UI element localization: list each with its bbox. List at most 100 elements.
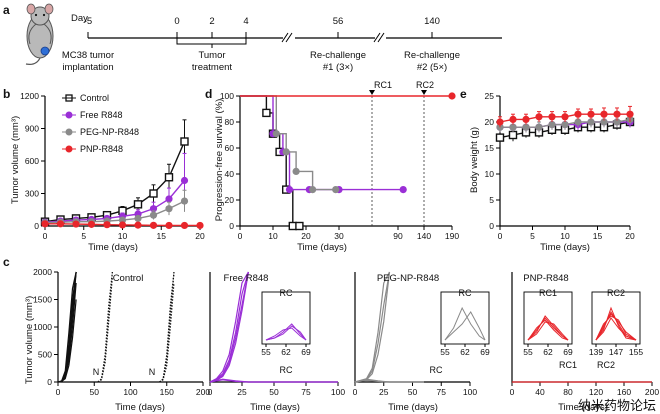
panel-c-sub0-rechallenge-curve bbox=[159, 282, 175, 383]
panel-c-pnp-inset1-curve bbox=[527, 319, 569, 341]
panel-e-data-point bbox=[522, 115, 530, 123]
panel-c-sub3-xtick-label: 40 bbox=[535, 387, 545, 397]
panel-c-ylabel: Tumor volume (mm³) bbox=[24, 296, 35, 384]
panel-e-data-point bbox=[600, 118, 608, 126]
panel-b-series-1 bbox=[41, 152, 189, 226]
panel-e-data-point bbox=[548, 121, 556, 129]
panel-e-ytick-label: 15 bbox=[485, 143, 495, 153]
panel-b-xtick-label: 0 bbox=[43, 231, 48, 241]
panel-c-control-xlabel: Time (days) bbox=[115, 402, 165, 413]
panel-c-free-r848-inset-title: RC bbox=[280, 288, 293, 298]
panel-c-sub3-xtick-label: 120 bbox=[589, 387, 603, 397]
panel-b-ytick-label: 900 bbox=[25, 124, 39, 134]
panel-c-free-r848-title: Free R848 bbox=[224, 273, 269, 284]
panel-c-peg-np-r848-xlabel: Time (days) bbox=[388, 402, 438, 413]
panel-c-pnp-inset2-frame bbox=[591, 291, 641, 345]
panel-d-ytick-label: 80 bbox=[225, 117, 235, 127]
panel-c-sub0-rechallenge-curve bbox=[97, 271, 113, 383]
panel-c-sub2-xtick-label: 75 bbox=[437, 387, 447, 397]
day-tick-minus5: -5 bbox=[84, 16, 92, 27]
panel-b-ytick-label: 300 bbox=[25, 189, 39, 199]
panel-c-sub3-xtick-label: 160 bbox=[617, 387, 631, 397]
panel-b-xtick-label: 20 bbox=[195, 231, 205, 241]
panel-b-series-line bbox=[44, 200, 185, 224]
panel-c-sub0-axes bbox=[57, 272, 203, 383]
panel-d-xlabel: Time (days) bbox=[297, 242, 347, 253]
panel-c-peg-inset-xtick-label: 62 bbox=[460, 347, 470, 357]
panel-c-sub1-xtick-label: 75 bbox=[301, 387, 311, 397]
panel-c-sub0-xtick-label: 200 bbox=[196, 387, 210, 397]
panel-c-control-marker-n2: N bbox=[149, 367, 156, 377]
panel-label-a: a bbox=[3, 3, 10, 17]
panel-b-ytick-label: 0 bbox=[34, 221, 39, 231]
panel-c-free-r848-marker-rc: RC bbox=[280, 365, 293, 375]
panel-b-data-point bbox=[134, 214, 142, 223]
panel-c-sub0-growth-curve bbox=[57, 271, 77, 383]
panel-c-pnp-inset2-curve bbox=[595, 313, 637, 341]
panel-d-data-point bbox=[309, 186, 317, 194]
panel-e-ytick-label: 20 bbox=[485, 117, 495, 127]
panel-c-sub1-xtick-label: 50 bbox=[269, 387, 279, 397]
panel-e-data-point bbox=[548, 113, 556, 121]
panel-c-sub1-growth-curve bbox=[209, 271, 249, 383]
implant-label-line1: MC38 tumor bbox=[62, 50, 114, 61]
panel-c-sub2-xtick-label: 25 bbox=[379, 387, 389, 397]
panel-d-data-point bbox=[295, 221, 304, 231]
panel-c-pnp-inset2-curve bbox=[595, 317, 637, 341]
panel-c-sub0-xtick-label: 100 bbox=[123, 387, 137, 397]
panel-c-pnp-inset1-xtick-label: 69 bbox=[563, 347, 573, 357]
panel-e-data-point bbox=[613, 110, 621, 118]
panel-b-data-point bbox=[87, 220, 96, 228]
panel-c-pnp-r848-marker-rc1: RC1 bbox=[559, 360, 577, 370]
panel-d-ytick-label: 20 bbox=[225, 195, 235, 205]
panel-b-series-line bbox=[44, 141, 186, 223]
panel-b-xtick-label: 5 bbox=[81, 231, 86, 241]
panel-d-ytick-label: 40 bbox=[225, 169, 235, 179]
panel-b-data-point bbox=[118, 221, 127, 229]
panel-b-legend: Control Free R848 PEG-NP-R848 PNP-R848 bbox=[62, 93, 139, 154]
panel-b-data-point bbox=[180, 137, 189, 146]
timeline-day-label: Day bbox=[71, 13, 88, 24]
panel-c-sub3-xtick-label: 200 bbox=[645, 387, 659, 397]
panel-d-xtick-label: 140 bbox=[417, 231, 431, 241]
treatment-label-line2: treatment bbox=[192, 62, 232, 73]
panel-e-xtick-label: 5 bbox=[530, 231, 535, 241]
panel-d-series-0 bbox=[240, 95, 304, 231]
panel-c-sub3-xtick-label: 0 bbox=[510, 387, 515, 397]
rechallenge2-label-line1: Re-challenge bbox=[404, 50, 460, 61]
panel-b-xlabel: Time (days) bbox=[88, 242, 138, 253]
panel-c-free-inset-xtick-label: 69 bbox=[301, 347, 311, 357]
panel-c-sub1-xtick-label: 0 bbox=[208, 387, 213, 397]
panel-d-series-3 bbox=[240, 92, 456, 100]
panel-e-xtick-label: 10 bbox=[560, 231, 570, 241]
panel-b-data-point bbox=[134, 221, 142, 229]
day-tick-0: 0 bbox=[174, 16, 179, 27]
watermark-text: 纳米药物论坛 bbox=[578, 398, 656, 413]
panel-e-data-point bbox=[574, 110, 582, 118]
legend-label-peg-np-r848: PEG-NP-R848 bbox=[80, 127, 139, 137]
panel-d-axes bbox=[239, 96, 452, 227]
panel-b-data-point bbox=[72, 220, 80, 228]
day-tick-56: 56 bbox=[333, 16, 344, 27]
panel-e-data-point bbox=[600, 110, 608, 118]
panel-b-xtick-label: 15 bbox=[157, 231, 167, 241]
legend-label-pnp-r848: PNP-R848 bbox=[80, 144, 123, 154]
panel-label-b: b bbox=[3, 87, 10, 101]
panel-c-sub0-ytick-label: 0 bbox=[47, 377, 52, 387]
panel-e-data-point bbox=[495, 133, 505, 142]
panel-e-xtick-label: 20 bbox=[625, 231, 635, 241]
panel-c-sub2-xtick-label: 50 bbox=[408, 387, 418, 397]
panel-e-xtick-label: 15 bbox=[593, 231, 603, 241]
panel-e-xtick-label: 0 bbox=[498, 231, 503, 241]
panel-d-data-point bbox=[292, 167, 300, 175]
panel-c-peg-np-r848-subplot: 0 25 50 75 100 55 62 69 bbox=[353, 271, 490, 397]
panel-d-ytick-label: 60 bbox=[225, 143, 235, 153]
panel-c-sub1-growth-curve bbox=[209, 271, 249, 383]
panel-c-sub2-growth-curve bbox=[354, 379, 424, 383]
panel-b-data-point bbox=[56, 220, 65, 228]
panel-b-ytick-label: 1200 bbox=[20, 91, 39, 101]
panel-b-data-point bbox=[149, 221, 158, 229]
panel-c-free-inset-curve bbox=[265, 325, 307, 341]
panel-e-data-point bbox=[509, 115, 517, 123]
